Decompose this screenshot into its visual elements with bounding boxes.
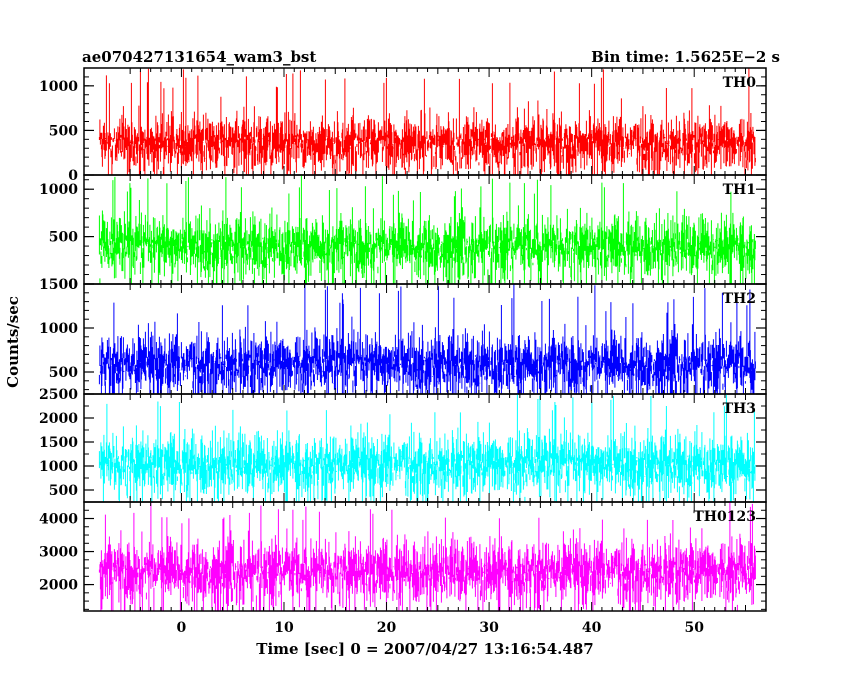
- x-tick-label: 20: [377, 620, 397, 636]
- y-tick-label: 0: [68, 168, 78, 184]
- y-tick-label: 2000: [39, 411, 78, 427]
- panel-label: TH0: [723, 75, 757, 91]
- y-tick-label: 1000: [39, 459, 78, 475]
- y-tick-label: 1000: [39, 321, 78, 337]
- y-axis-label: Counts/sec: [4, 296, 22, 388]
- x-tick-label: 50: [684, 620, 704, 636]
- panel-th3: 500 1000 1500 2000 2500 TH3: [39, 387, 767, 503]
- series-th0123: [98, 502, 756, 611]
- panel-label: TH1: [723, 182, 756, 198]
- plot-title: ae070427131654_wam3_bst: [82, 48, 316, 66]
- panel-label: TH3: [723, 401, 756, 417]
- x-axis-label: Time [sec] 0 = 2007/04/27 13:16:54.487: [256, 640, 593, 658]
- panel-th2: 500 1000 1500 TH2: [39, 277, 767, 395]
- panel-th0123: 2000 3000 4000 TH0123: [39, 501, 767, 612]
- y-tick-label: 1500: [39, 435, 78, 451]
- y-tick-label: 500: [49, 483, 78, 499]
- series-th3: [98, 394, 756, 502]
- y-tick-label: 1000: [39, 79, 78, 95]
- x-tick-label: 30: [479, 620, 499, 636]
- panel-th0: 0 500 1000 TH0: [39, 67, 767, 184]
- panel-frame: [83, 501, 767, 612]
- x-tick-label: 40: [582, 620, 602, 636]
- y-tick-label: 1000: [39, 182, 78, 198]
- y-tick-label: 0: [68, 277, 78, 293]
- y-tick-label: 1500: [39, 277, 78, 293]
- panel-label: TH2: [723, 291, 756, 307]
- y-tick-label: 500: [49, 230, 78, 246]
- y-tick-label: 4000: [39, 512, 78, 528]
- panel-th1: 0 500 1000 TH1: [39, 174, 767, 293]
- series-th1: [98, 175, 756, 284]
- x-tick-label: 0: [177, 620, 187, 636]
- panels-group: 0 500 1000 TH0 0 500 1000 TH1 500 1000 1500 TH2 500 1…: [39, 67, 767, 612]
- y-tick-label: 500: [49, 123, 78, 139]
- bin-time-label: Bin time: 1.5625E−2 s: [591, 48, 780, 66]
- y-tick-label: 2500: [39, 387, 78, 403]
- x-axis-tick-labels: 0 10 20 30 40 50: [177, 620, 705, 636]
- series-th2: [98, 284, 756, 394]
- x-tick-label: 10: [274, 620, 294, 636]
- y-tick-label: 3000: [39, 545, 78, 561]
- panel-label: TH0123: [693, 509, 756, 525]
- y-tick-label: 2000: [39, 578, 78, 594]
- y-tick-label: 500: [49, 365, 78, 381]
- series-th0: [98, 68, 756, 175]
